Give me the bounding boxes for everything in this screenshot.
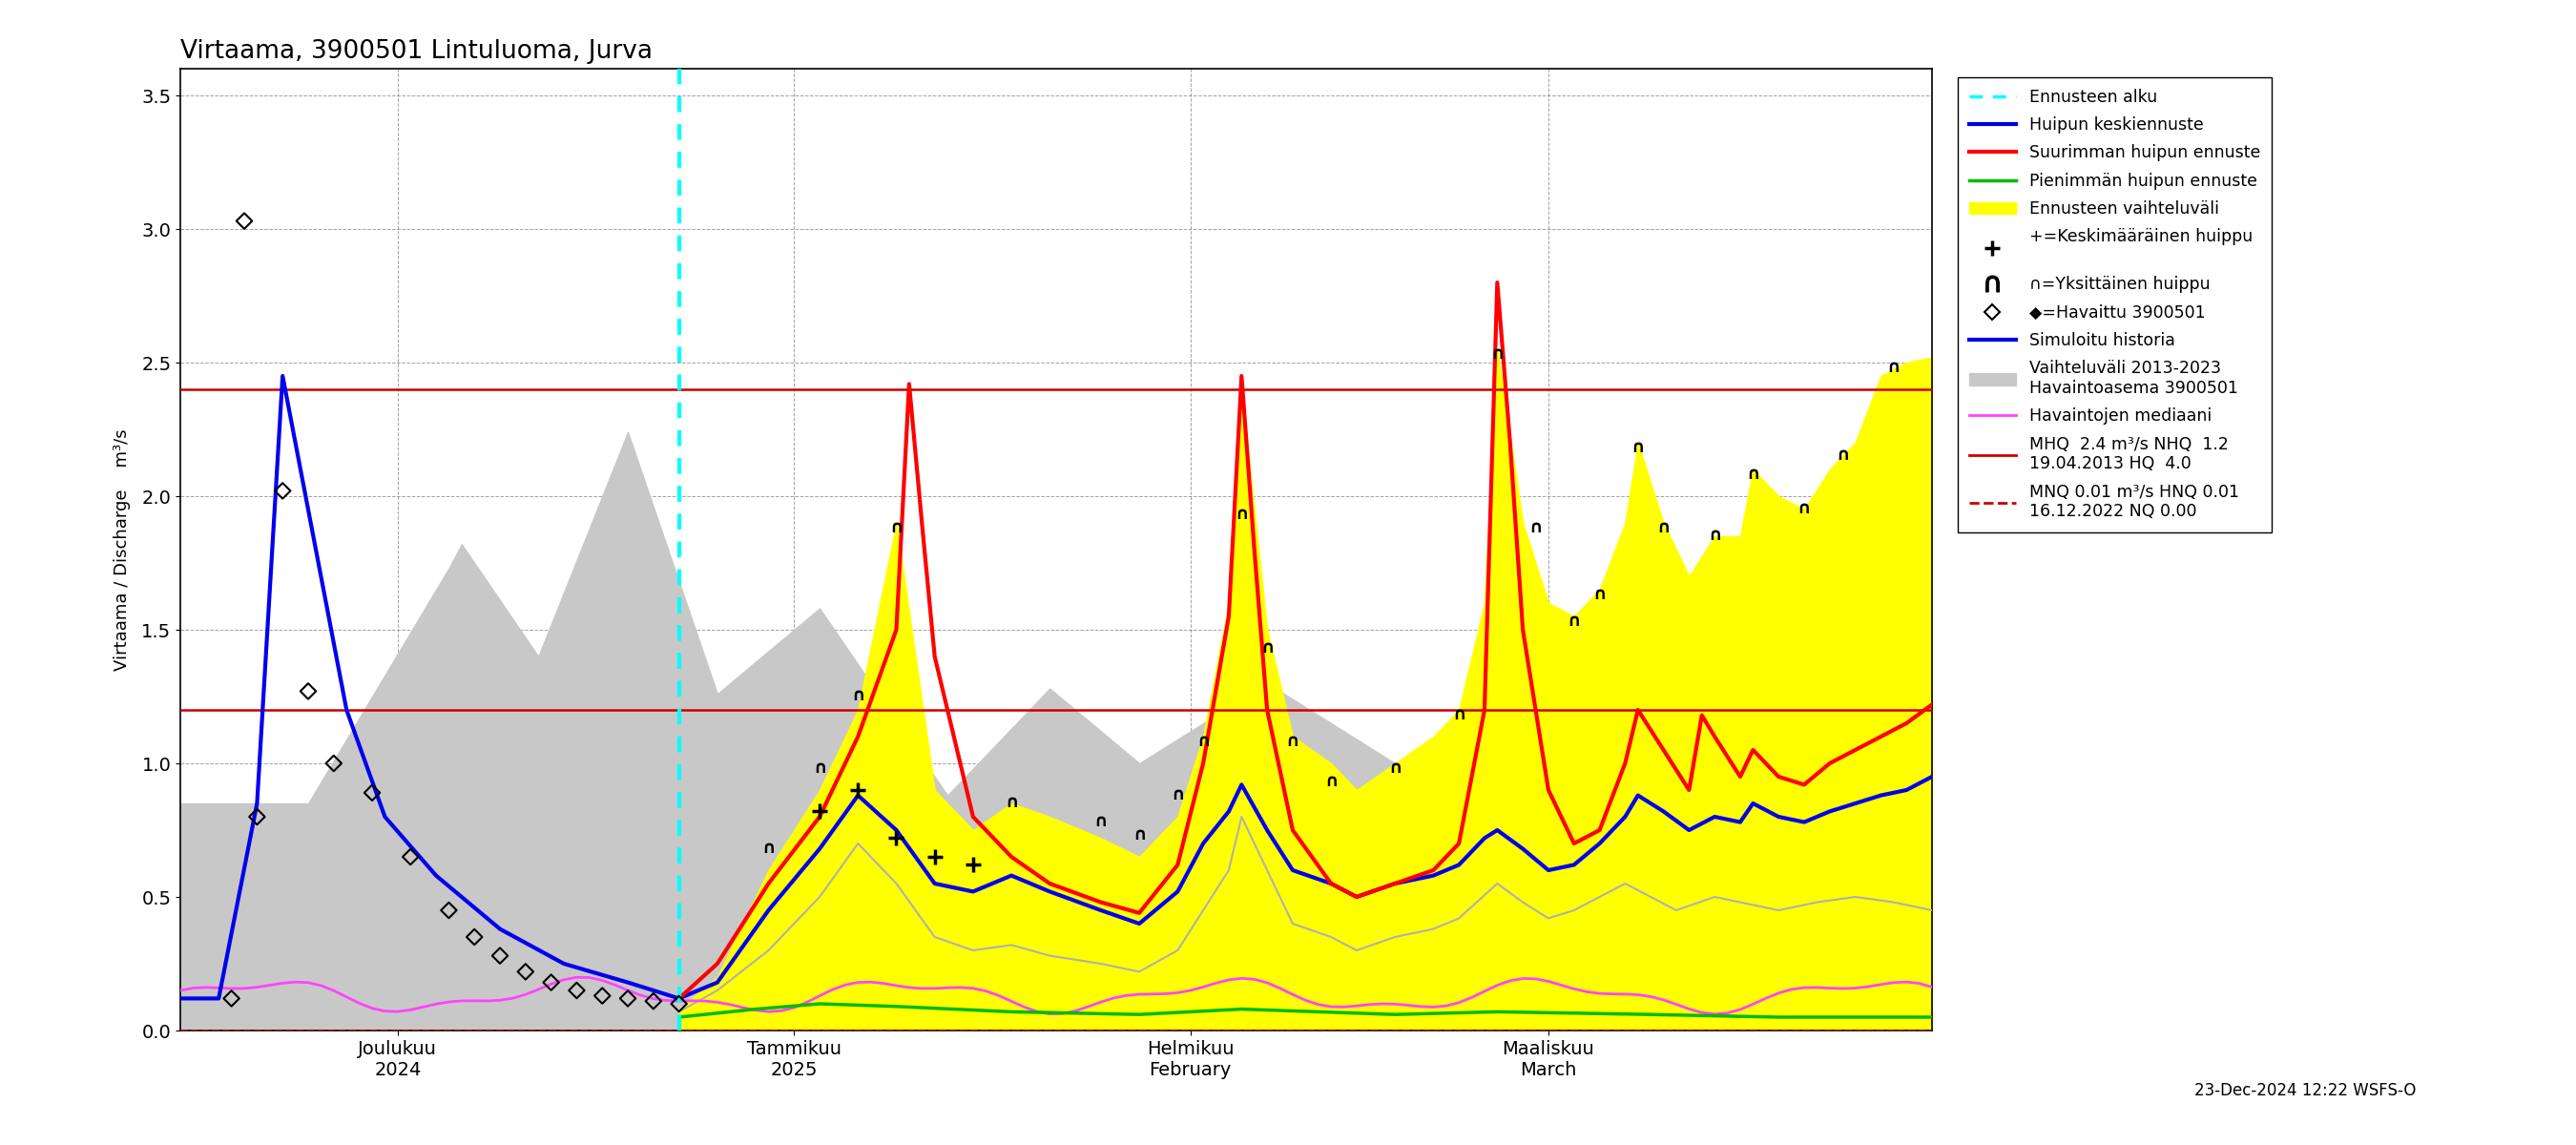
- Point: [224, 212, 265, 230]
- Point: [505, 963, 546, 981]
- Point: [389, 847, 430, 866]
- Point: [453, 927, 495, 946]
- Text: Virtaama, 3900501 Lintuluoma, Jurva: Virtaama, 3900501 Lintuluoma, Jurva: [180, 39, 652, 64]
- Text: 23-Dec-2024 12:22 WSFS-O: 23-Dec-2024 12:22 WSFS-O: [2195, 1082, 2416, 1099]
- Text: ∩: ∩: [811, 759, 827, 776]
- Point: [263, 482, 304, 500]
- Legend: Ennusteen alku, Huipun keskiennuste, Suurimman huipun ennuste, Pienimmän huipun : Ennusteen alku, Huipun keskiennuste, Suu…: [1958, 77, 2272, 532]
- Point: [531, 973, 572, 992]
- Text: ∩: ∩: [1133, 827, 1146, 844]
- Point: [634, 992, 675, 1010]
- Point: [659, 995, 701, 1013]
- Text: ∩: ∩: [1528, 519, 1543, 536]
- Text: ∩: ∩: [1656, 519, 1669, 536]
- Text: ∩: ∩: [1095, 813, 1108, 830]
- Y-axis label: Virtaama / Discharge    m³/s: Virtaama / Discharge m³/s: [113, 428, 131, 671]
- Point: [289, 682, 330, 701]
- Text: ∩: ∩: [1234, 506, 1249, 523]
- Point: [237, 807, 278, 826]
- Text: ∩: ∩: [1170, 787, 1185, 804]
- Text: ∩: ∩: [1837, 447, 1850, 464]
- Text: ∩: ∩: [1592, 586, 1607, 603]
- Text: ∩: ∩: [1285, 733, 1301, 750]
- Point: [314, 755, 355, 773]
- Point: [211, 989, 252, 1008]
- Text: ∩: ∩: [889, 519, 904, 536]
- Text: ∩: ∩: [1324, 773, 1337, 790]
- Point: [479, 947, 520, 965]
- Text: ∩: ∩: [1453, 706, 1466, 724]
- Text: ∩: ∩: [1886, 358, 1901, 376]
- Point: [582, 987, 623, 1005]
- Text: ∩: ∩: [1798, 500, 1811, 518]
- Text: ∩: ∩: [1005, 795, 1018, 812]
- Text: ∩: ∩: [1747, 466, 1759, 483]
- Text: ∩: ∩: [1631, 439, 1646, 456]
- Point: [556, 981, 598, 1000]
- Text: ∩: ∩: [1708, 527, 1721, 544]
- Text: ∩: ∩: [1260, 639, 1275, 656]
- Text: ∩: ∩: [762, 839, 775, 856]
- Point: [608, 989, 649, 1008]
- Text: ∩: ∩: [850, 687, 866, 704]
- Text: ∩: ∩: [1492, 346, 1504, 363]
- Text: ∩: ∩: [1195, 733, 1211, 750]
- Text: ∩: ∩: [1566, 613, 1582, 630]
- Point: [350, 783, 392, 802]
- Point: [428, 901, 469, 919]
- Text: ∩: ∩: [1388, 759, 1401, 776]
